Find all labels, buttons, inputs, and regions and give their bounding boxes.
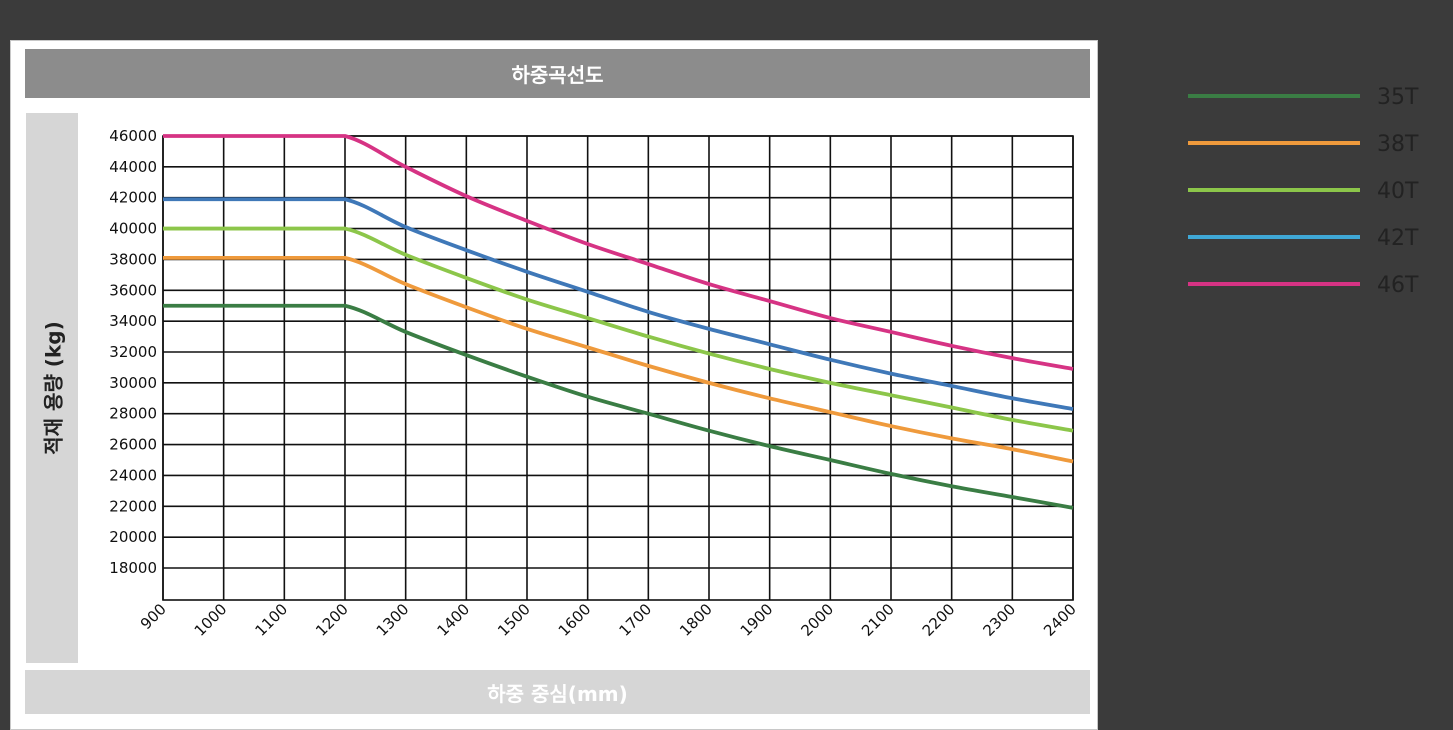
y-tick-label: 26000 [109,436,157,454]
legend-label-38t: 38T [1377,132,1419,157]
series-line-46t [163,134,1074,371]
x-tick-label: 1200 [312,600,352,640]
x-tick-label: 1900 [737,600,777,640]
legend-label-46t: 46T [1377,273,1419,298]
y-tick-label: 40000 [109,220,157,238]
y-tick-label: 22000 [109,497,157,515]
plot-border [162,135,1074,601]
y-tick-label: 44000 [109,158,157,176]
legend-label-35t: 35T [1377,85,1419,110]
legend-label-42t: 42T [1377,226,1419,251]
y-tick-label: 46000 [109,127,157,145]
y-tick-label: 28000 [109,405,157,423]
x-tick-label: 1000 [191,600,231,640]
y-tick-label: 18000 [109,559,157,577]
x-tick-label: 2400 [1040,600,1080,640]
x-tick-label: 1500 [494,600,534,640]
x-tick-label: 1800 [676,600,716,640]
y-tick-label: 30000 [109,374,157,392]
x-tick-label: 2000 [797,600,837,640]
x-tick-label: 2200 [919,600,959,640]
series-line-38t [163,255,1074,464]
chart-title: 하중곡선도 [25,49,1090,98]
series-line-42t [163,197,1074,411]
y-tick-label: 20000 [109,528,157,546]
x-tick-label: 2100 [858,600,898,640]
y-axis-label-bar: 적재 용량 (kg) [26,113,78,663]
y-tick-label: 38000 [109,250,157,268]
x-tick-label: 1300 [373,600,413,640]
series-line-40t [163,226,1074,433]
y-tick-label: 36000 [109,281,157,299]
x-tick-label: 1600 [555,600,595,640]
legend-label-40t: 40T [1377,179,1419,204]
x-tick-label: 900 [137,600,170,633]
y-tick-label: 34000 [109,312,157,330]
x-tick-label: 1400 [433,600,473,640]
y-tick-label: 24000 [109,466,157,484]
series-line-35t [163,303,1074,510]
x-tick-label: 1100 [251,600,291,640]
x-axis-label: 하중 중심(mm) [25,670,1090,714]
x-tick-label: 1700 [615,600,655,640]
x-tick-label: 2300 [979,600,1019,640]
y-tick-label: 42000 [109,189,157,207]
chart-legend: 35T 38T 40T 42T 46T [1188,85,1419,298]
chart-frame: 하중곡선도 적재 용량 (kg) 하중 중심(mm) [10,40,1098,730]
y-tick-label: 32000 [109,343,157,361]
